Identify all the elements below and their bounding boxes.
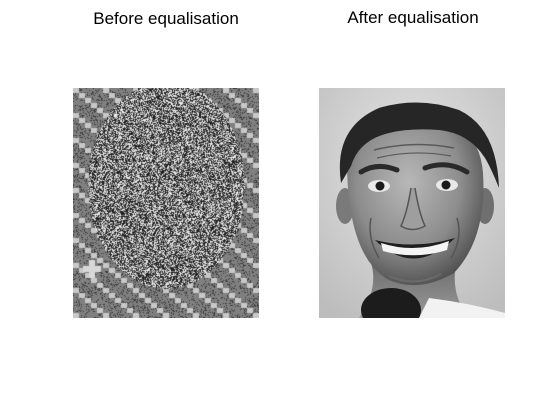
noise-texture-canvas <box>73 88 259 318</box>
after-equalisation-image <box>319 88 505 318</box>
panel-title-after: After equalisation <box>347 8 478 28</box>
panel-title-before: Before equalisation <box>93 9 239 29</box>
before-equalisation-image <box>73 88 259 318</box>
face-portrait-drawing <box>319 88 505 318</box>
